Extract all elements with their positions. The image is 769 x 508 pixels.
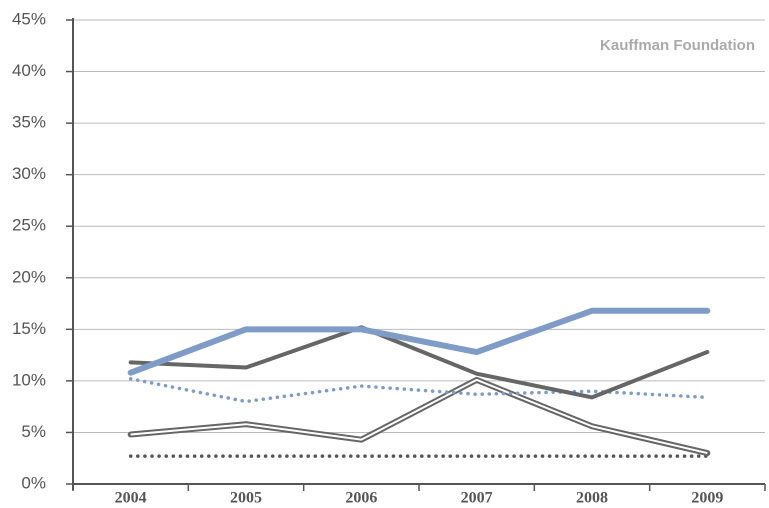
y-tick-label: 45%: [12, 9, 46, 28]
series-line: [127, 307, 711, 376]
y-tick-label: 40%: [12, 61, 46, 80]
y-tick-label: 0%: [21, 473, 46, 492]
series-line: [128, 325, 710, 400]
source-label: Kauffman Foundation: [600, 37, 755, 54]
grid: [73, 19, 765, 433]
x-tick-label: 2006: [345, 490, 377, 507]
series-line-inner: [130, 378, 708, 455]
y-tick-label: 30%: [12, 164, 46, 183]
x-tick-label: 2007: [461, 490, 493, 507]
y-tick-label: 5%: [21, 422, 46, 441]
y-tick-label: 15%: [12, 319, 46, 338]
x-tick-label: 2005: [230, 490, 262, 507]
y-tick-label: 10%: [12, 370, 46, 389]
y-tick-label: 20%: [12, 267, 46, 286]
x-tick-label: 2009: [691, 490, 723, 507]
x-tick-label: 2004: [115, 490, 147, 507]
y-tick-label: 35%: [12, 113, 46, 132]
series-line: [128, 377, 710, 404]
x-tick-label: 2008: [576, 490, 608, 507]
y-tick-label: 25%: [12, 216, 46, 235]
